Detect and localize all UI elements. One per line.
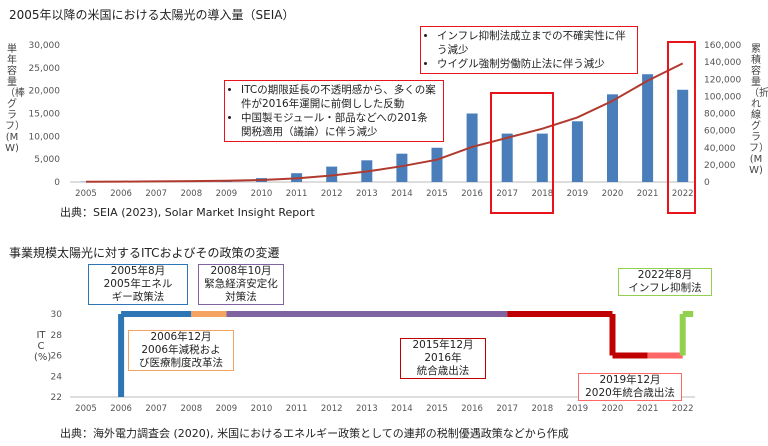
bar-2020 bbox=[607, 94, 618, 182]
y-tick-label-left: 25,000 bbox=[29, 64, 61, 74]
x-tick-label-top: 2012 bbox=[321, 189, 343, 199]
x-tick-label-top: 2019 bbox=[567, 189, 589, 199]
x-tick-label-top: 2011 bbox=[286, 189, 308, 199]
x-tick-label-top: 2008 bbox=[180, 189, 202, 199]
x-tick-label-top: 2018 bbox=[531, 189, 553, 199]
x-tick-label-bottom: 2020 bbox=[602, 404, 624, 414]
chart-title-bottom: 事業規模太陽光に対するITCおよびその政策の変遷 bbox=[9, 246, 280, 260]
annotation-2022-ira: 2022年8月 インフレ抑制法 bbox=[618, 268, 712, 296]
annotation-2016-appropriations: 2015年12月 2016年 統合歳出法 bbox=[400, 338, 486, 379]
y-tick-label-right: 140,000 bbox=[704, 58, 741, 68]
y-tick-label-right: 40,000 bbox=[704, 144, 736, 154]
y-tick-label-left: 30,000 bbox=[29, 41, 61, 51]
x-tick-label-top: 2022 bbox=[672, 189, 694, 199]
x-tick-label-bottom: 2022 bbox=[672, 404, 694, 414]
x-tick-label-top: 2009 bbox=[216, 189, 238, 199]
x-tick-label-bottom: 2006 bbox=[110, 404, 132, 414]
y-tick-label-right: 0 bbox=[704, 178, 710, 188]
x-tick-label-bottom: 2007 bbox=[145, 404, 167, 414]
source-bottom: 出典：海外電力調査会 (2020), 米国におけるエネルギー政策としての連邦の税… bbox=[60, 427, 569, 440]
x-tick-label-top: 2006 bbox=[110, 189, 132, 199]
x-tick-label-bottom: 2008 bbox=[180, 404, 202, 414]
y-tick-label-right: 160,000 bbox=[704, 41, 741, 51]
x-tick-label-top: 2005 bbox=[75, 189, 97, 199]
bar-2012 bbox=[326, 166, 338, 182]
x-tick-label-bottom: 2014 bbox=[391, 404, 413, 414]
callout-itc: ITCの期限延長の不透明感から、多くの案件が2016年運開に前倒しした反動 中国… bbox=[224, 80, 444, 142]
y-tick-label-left: 20,000 bbox=[29, 87, 61, 97]
bar-2015 bbox=[431, 147, 443, 182]
x-tick-label-bottom: 2017 bbox=[496, 404, 518, 414]
y-tick-label-right: 20,000 bbox=[704, 161, 736, 171]
y-tick-label-left: 0 bbox=[54, 178, 60, 188]
y-tick-label-right: 80,000 bbox=[704, 110, 736, 120]
x-tick-label-bottom: 2019 bbox=[567, 404, 589, 414]
x-tick-label-top: 2015 bbox=[426, 189, 448, 199]
y-tick-label-left: 15,000 bbox=[29, 110, 61, 120]
x-tick-label-top: 2017 bbox=[496, 189, 518, 199]
callout-itc-item-2: 中国製モジュール・部品などへの201条関税適用（議論）に伴う減少 bbox=[241, 111, 437, 139]
callout-itc-item-1: ITCの期限延長の不透明感から、多くの案件が2016年運開に前倒しした反動 bbox=[241, 83, 437, 111]
callout-ira-item-1: インフレ抑制法成立までの不確実性に伴う減少 bbox=[437, 29, 631, 57]
callout-ira-item-2: ウイグル強制労働防止法に伴う減少 bbox=[437, 57, 631, 71]
itc-tick-label: 22 bbox=[51, 393, 62, 403]
source-top: 出典：SEIA (2023), Solar Market Insight Rep… bbox=[60, 206, 315, 219]
chart-title-top: 2005年以降の米国における太陽光の導入量（SEIA） bbox=[9, 8, 295, 22]
x-tick-label-bottom: 2012 bbox=[321, 404, 343, 414]
x-tick-label-bottom: 2009 bbox=[216, 404, 238, 414]
y-axis-label-right: 累積容量（折れ線グラフ）(MW) bbox=[749, 44, 768, 176]
itc-tick-label: 24 bbox=[51, 372, 63, 382]
bar-2021 bbox=[642, 74, 654, 182]
x-tick-label-top: 2020 bbox=[602, 189, 624, 199]
highlight-2022 bbox=[667, 41, 696, 214]
bar-2019 bbox=[571, 121, 583, 182]
y-axis-label-left: 単年容量（棒グラフ）(MW) bbox=[5, 44, 25, 154]
x-tick-label-top: 2021 bbox=[637, 189, 659, 199]
annotation-2020-appropriations: 2019年12月 2020年統合歳出法 bbox=[578, 373, 682, 401]
y-tick-label-right: 100,000 bbox=[704, 92, 741, 102]
x-tick-label-bottom: 2013 bbox=[356, 404, 378, 414]
x-tick-label-bottom: 2010 bbox=[251, 404, 273, 414]
annotation-2005-energy-policy: 2005年8月 2005年エネル ギー政策法 bbox=[88, 264, 188, 305]
itc-tick-label: 30 bbox=[51, 310, 63, 320]
x-tick-label-top: 2007 bbox=[145, 189, 167, 199]
x-tick-label-bottom: 2021 bbox=[637, 404, 659, 414]
y-tick-label-left: 5,000 bbox=[34, 155, 60, 165]
callout-ira: インフレ抑制法成立までの不確実性に伴う減少 ウイグル強制労働防止法に伴う減少 bbox=[420, 26, 638, 74]
highlight-2017-2018 bbox=[490, 92, 554, 214]
x-tick-label-bottom: 2015 bbox=[426, 404, 448, 414]
x-tick-label-bottom: 2016 bbox=[461, 404, 483, 414]
y-tick-label-right: 60,000 bbox=[704, 127, 736, 137]
y-tick-label-left: 10,000 bbox=[29, 132, 61, 142]
bar-2022 bbox=[677, 89, 689, 182]
itc-tick-label: 28 bbox=[51, 331, 63, 341]
cumulative-line bbox=[85, 62, 684, 183]
annotation-2006-tax-relief: 2006年12月 2006年減税およ び医療制度改革法 bbox=[128, 330, 234, 371]
itc-tick-label: 26 bbox=[51, 352, 63, 362]
y-tick-label-right: 120,000 bbox=[704, 75, 741, 85]
x-tick-label-top: 2013 bbox=[356, 189, 378, 199]
x-tick-label-bottom: 2005 bbox=[75, 404, 97, 414]
x-tick-label-top: 2010 bbox=[251, 189, 273, 199]
bar-2017 bbox=[501, 133, 513, 182]
x-tick-label-top: 2014 bbox=[391, 189, 413, 199]
bar-2014 bbox=[396, 153, 408, 182]
x-tick-label-bottom: 2018 bbox=[531, 404, 553, 414]
annotation-2008-stabilization: 2008年10月 緊急経済安定化 対策法 bbox=[198, 264, 284, 305]
itc-axis-label: ITC (%) bbox=[34, 330, 52, 363]
x-tick-label-bottom: 2011 bbox=[286, 404, 308, 414]
bar-2018 bbox=[536, 133, 548, 182]
x-tick-label-top: 2016 bbox=[461, 189, 483, 199]
